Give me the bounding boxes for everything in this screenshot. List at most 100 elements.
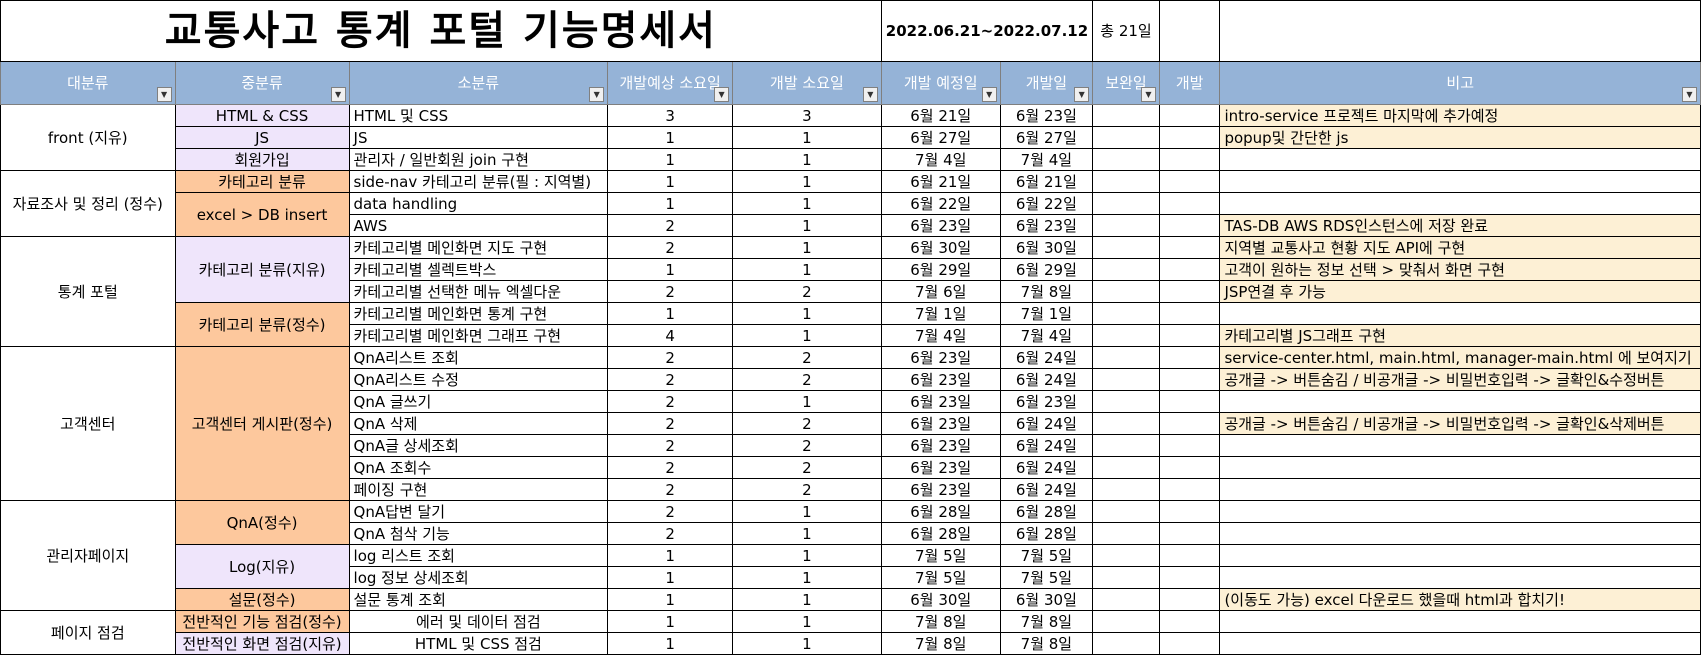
subcategory-cell[interactable]: 전반적인 기능 점검(정수) (174, 610, 350, 633)
header-category[interactable]: 대분류 ▼ (0, 61, 176, 105)
item-cell[interactable]: QnA 조회수 (348, 456, 609, 479)
dev-date-cell[interactable]: 6월 24일 (999, 412, 1094, 435)
est-days-cell[interactable]: 1 (607, 544, 734, 567)
dev-date-cell[interactable]: 7월 8일 (999, 632, 1094, 655)
note-cell[interactable]: 고객이 원하는 정보 선택 > 맞춰서 화면 구현 (1219, 258, 1701, 281)
fix-date-cell[interactable] (1092, 302, 1160, 325)
planned-date-cell[interactable]: 7월 5일 (880, 544, 1001, 567)
item-cell[interactable]: QnA리스트 조회 (348, 346, 609, 369)
dev-cell[interactable] (1158, 434, 1221, 457)
item-cell[interactable]: 카테고리별 메인화면 통계 구현 (348, 302, 609, 325)
planned-date-cell[interactable]: 6월 23일 (880, 368, 1001, 391)
dev-cell[interactable] (1158, 324, 1221, 347)
planned-date-cell[interactable]: 6월 23일 (880, 478, 1001, 501)
fix-date-cell[interactable] (1092, 522, 1160, 545)
fix-date-cell[interactable] (1092, 126, 1160, 149)
fix-date-cell[interactable] (1092, 368, 1160, 391)
subcategory-cell[interactable]: Log(지유) (174, 544, 350, 589)
dev-date-cell[interactable]: 6월 24일 (999, 346, 1094, 369)
note-cell[interactable] (1219, 302, 1701, 325)
actual-days-cell[interactable]: 1 (732, 170, 882, 193)
subcategory-cell[interactable]: 설문(정수) (174, 588, 350, 611)
category-cell[interactable]: front (지유) (0, 104, 176, 171)
note-cell[interactable]: 공개글 -> 버튼숨김 / 비공개글 -> 비밀번호입력 -> 글확인&삭제버튼 (1219, 412, 1701, 435)
actual-days-cell[interactable]: 2 (732, 346, 882, 369)
category-cell[interactable]: 고객센터 (0, 346, 176, 501)
dev-cell[interactable] (1158, 566, 1221, 589)
planned-date-cell[interactable]: 7월 8일 (880, 632, 1001, 655)
item-cell[interactable]: 카테고리별 선택한 메뉴 엑셀다운 (348, 280, 609, 303)
item-cell[interactable]: 관리자 / 일반회원 join 구현 (348, 148, 609, 171)
note-cell[interactable]: intro-service 프로젝트 마지막에 추가예정 (1219, 104, 1701, 127)
est-days-cell[interactable]: 2 (607, 368, 734, 391)
note-cell[interactable]: 카테고리별 JS그래프 구현 (1219, 324, 1701, 347)
dev-date-cell[interactable]: 7월 8일 (999, 280, 1094, 303)
est-days-cell[interactable]: 2 (607, 280, 734, 303)
item-cell[interactable]: 카테고리별 메인화면 그래프 구현 (348, 324, 609, 347)
est-days-cell[interactable]: 1 (607, 192, 734, 215)
actual-days-cell[interactable]: 1 (732, 522, 882, 545)
dev-date-cell[interactable]: 6월 21일 (999, 170, 1094, 193)
dev-date-cell[interactable]: 6월 24일 (999, 434, 1094, 457)
actual-days-cell[interactable]: 1 (732, 566, 882, 589)
dev-cell[interactable] (1158, 632, 1221, 655)
filter-dropdown-icon[interactable]: ▼ (156, 87, 172, 102)
note-cell[interactable] (1219, 456, 1701, 479)
subcategory-cell[interactable]: JS (174, 126, 350, 149)
header-note[interactable]: 비고 ▼ (1219, 61, 1701, 105)
item-cell[interactable]: QnA 삭제 (348, 412, 609, 435)
dev-date-cell[interactable]: 7월 4일 (999, 148, 1094, 171)
note-cell[interactable] (1219, 500, 1701, 523)
planned-date-cell[interactable]: 6월 29일 (880, 258, 1001, 281)
subcategory-cell[interactable]: QnA(정수) (174, 500, 350, 545)
est-days-cell[interactable]: 2 (607, 522, 734, 545)
dev-date-cell[interactable]: 6월 29일 (999, 258, 1094, 281)
dev-date-cell[interactable]: 7월 5일 (999, 544, 1094, 567)
item-cell[interactable]: 페이징 구현 (348, 478, 609, 501)
planned-date-cell[interactable]: 6월 21일 (880, 104, 1001, 127)
planned-date-cell[interactable]: 6월 30일 (880, 588, 1001, 611)
planned-date-cell[interactable]: 6월 23일 (880, 456, 1001, 479)
planned-date-cell[interactable]: 7월 4일 (880, 324, 1001, 347)
actual-days-cell[interactable]: 1 (732, 588, 882, 611)
fix-date-cell[interactable] (1092, 258, 1160, 281)
note-cell[interactable] (1219, 192, 1701, 215)
est-days-cell[interactable]: 2 (607, 412, 734, 435)
dev-cell[interactable] (1158, 544, 1221, 567)
filter-dropdown-icon[interactable]: ▼ (1682, 87, 1697, 102)
filter-dropdown-icon[interactable]: ▼ (1074, 87, 1090, 102)
planned-date-cell[interactable]: 7월 1일 (880, 302, 1001, 325)
fix-date-cell[interactable] (1092, 148, 1160, 171)
planned-date-cell[interactable]: 6월 22일 (880, 192, 1001, 215)
header-fix-date[interactable]: 보완일 ▼ (1092, 61, 1160, 105)
dev-cell[interactable] (1158, 412, 1221, 435)
planned-date-cell[interactable]: 7월 4일 (880, 148, 1001, 171)
actual-days-cell[interactable]: 1 (732, 544, 882, 567)
note-cell[interactable] (1219, 610, 1701, 633)
actual-days-cell[interactable]: 1 (732, 610, 882, 633)
note-cell[interactable]: JSP연결 후 가능 (1219, 280, 1701, 303)
note-cell[interactable]: (이동도 가능) excel 다운로드 했을때 html과 합치기! (1219, 588, 1701, 611)
dev-cell[interactable] (1158, 280, 1221, 303)
fix-date-cell[interactable] (1092, 588, 1160, 611)
note-cell[interactable]: popup및 간단한 js (1219, 126, 1701, 149)
actual-days-cell[interactable]: 2 (732, 280, 882, 303)
item-cell[interactable]: 카테고리별 메인화면 지도 구현 (348, 236, 609, 259)
est-days-cell[interactable]: 2 (607, 214, 734, 237)
subcategory-cell[interactable]: 카테고리 분류(정수) (174, 302, 350, 347)
est-days-cell[interactable]: 2 (607, 236, 734, 259)
dev-cell[interactable] (1158, 500, 1221, 523)
subcategory-cell[interactable]: 카테고리 분류 (174, 170, 350, 193)
actual-days-cell[interactable]: 3 (732, 104, 882, 127)
note-cell[interactable] (1219, 522, 1701, 545)
header-planned-date[interactable]: 개발 예정일 ▼ (880, 61, 1001, 105)
dev-cell[interactable] (1158, 148, 1221, 171)
dev-cell[interactable] (1158, 214, 1221, 237)
fix-date-cell[interactable] (1092, 280, 1160, 303)
actual-days-cell[interactable]: 1 (732, 192, 882, 215)
item-cell[interactable]: HTML 및 CSS 점검 (348, 632, 609, 655)
actual-days-cell[interactable]: 2 (732, 368, 882, 391)
dev-date-cell[interactable]: 6월 28일 (999, 500, 1094, 523)
est-days-cell[interactable]: 1 (607, 302, 734, 325)
fix-date-cell[interactable] (1092, 192, 1160, 215)
